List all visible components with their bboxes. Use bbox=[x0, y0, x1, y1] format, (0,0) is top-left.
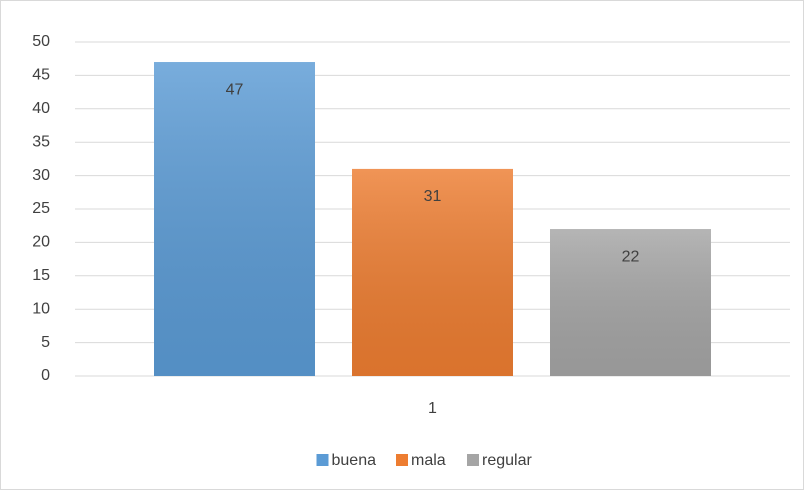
y-tick-label: 50 bbox=[32, 33, 50, 50]
legend-label: buena bbox=[332, 452, 377, 469]
y-tick-label: 20 bbox=[32, 234, 50, 251]
y-tick-label: 40 bbox=[32, 100, 50, 117]
x-tick-label: 1 bbox=[428, 400, 437, 417]
bar-sheen bbox=[550, 229, 711, 376]
y-tick-label: 15 bbox=[32, 267, 50, 284]
legend-label: regular bbox=[482, 452, 532, 469]
data-label: 31 bbox=[424, 188, 442, 205]
y-tick-label: 45 bbox=[32, 67, 50, 84]
y-tick-label: 35 bbox=[32, 133, 50, 150]
legend-swatch bbox=[316, 454, 329, 466]
bar-sheen bbox=[154, 62, 315, 376]
y-tick-label: 0 bbox=[41, 367, 50, 384]
data-label: 47 bbox=[226, 81, 244, 98]
data-label: 22 bbox=[622, 248, 640, 265]
y-tick-label: 10 bbox=[32, 300, 50, 317]
bar-sheen bbox=[352, 168, 513, 376]
y-tick-label: 30 bbox=[32, 167, 50, 184]
legend-swatch bbox=[396, 454, 408, 466]
legend-swatch bbox=[467, 454, 479, 466]
y-tick-label: 25 bbox=[32, 200, 50, 217]
legend-label: mala bbox=[411, 452, 446, 469]
y-tick-label: 5 bbox=[41, 334, 50, 351]
